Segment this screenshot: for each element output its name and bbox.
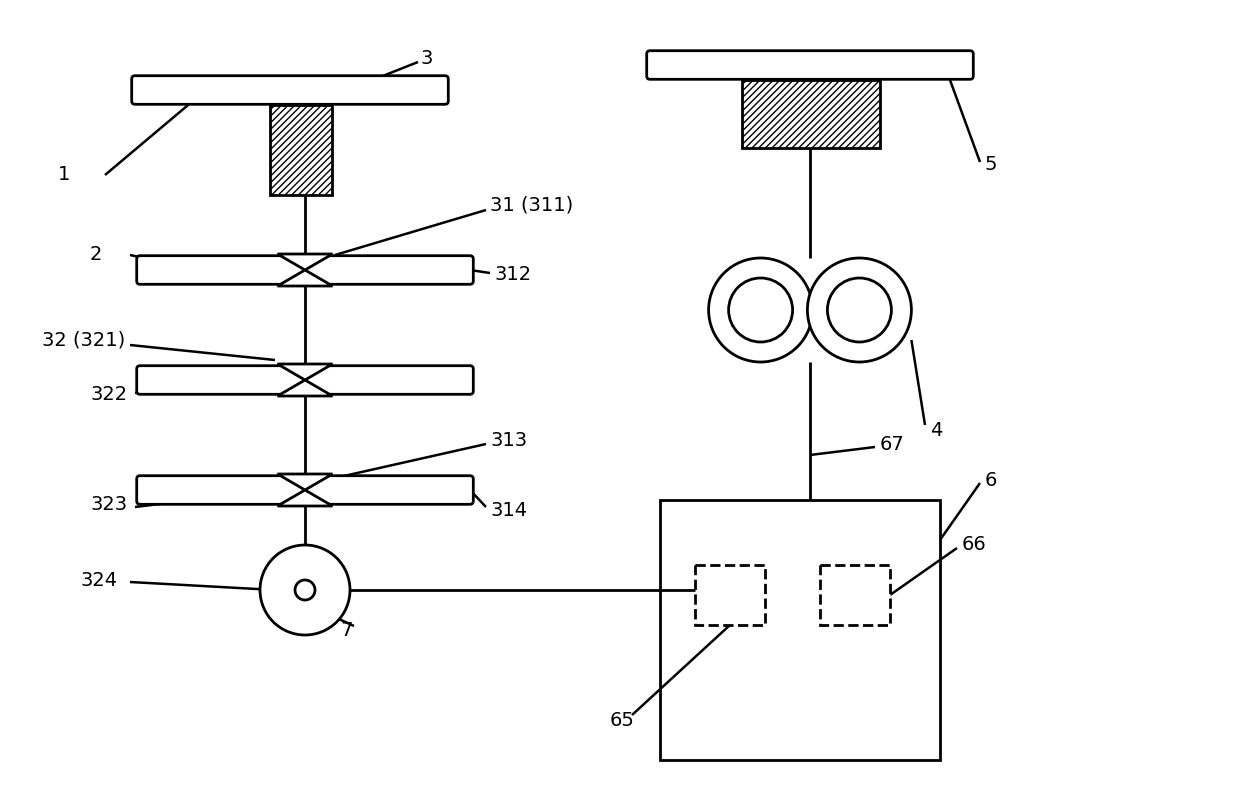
FancyBboxPatch shape	[131, 76, 449, 105]
Polygon shape	[278, 490, 332, 506]
Circle shape	[295, 580, 315, 600]
Bar	[270, 105, 332, 195]
Text: 1: 1	[58, 165, 71, 184]
Polygon shape	[278, 270, 332, 286]
Text: 31 (311): 31 (311)	[490, 196, 573, 215]
Bar	[660, 500, 940, 760]
Text: 314: 314	[490, 500, 527, 519]
Bar	[742, 80, 880, 148]
Text: 322: 322	[91, 385, 128, 405]
Polygon shape	[278, 364, 332, 380]
Text: 323: 323	[91, 496, 128, 515]
Text: 313: 313	[490, 430, 527, 449]
Bar	[694, 565, 765, 625]
Text: 32 (321): 32 (321)	[42, 330, 125, 350]
Circle shape	[260, 545, 350, 635]
Circle shape	[729, 278, 792, 342]
Text: 5: 5	[985, 156, 997, 175]
Text: 324: 324	[81, 571, 117, 590]
Text: 67: 67	[880, 436, 905, 455]
Text: 66: 66	[962, 535, 987, 555]
FancyBboxPatch shape	[136, 255, 474, 284]
Polygon shape	[278, 474, 332, 490]
Text: 6: 6	[985, 471, 997, 489]
Polygon shape	[278, 254, 332, 270]
FancyBboxPatch shape	[136, 476, 474, 504]
Circle shape	[708, 258, 812, 362]
Text: 312: 312	[495, 266, 532, 285]
Bar	[820, 565, 890, 625]
Text: 3: 3	[420, 49, 433, 68]
FancyBboxPatch shape	[136, 365, 474, 394]
Text: 4: 4	[930, 421, 942, 440]
Text: 65: 65	[610, 710, 635, 729]
Text: 7: 7	[340, 621, 352, 639]
Circle shape	[807, 258, 911, 362]
Circle shape	[827, 278, 892, 342]
Polygon shape	[278, 380, 332, 396]
Text: 2: 2	[91, 246, 103, 264]
FancyBboxPatch shape	[647, 51, 973, 79]
